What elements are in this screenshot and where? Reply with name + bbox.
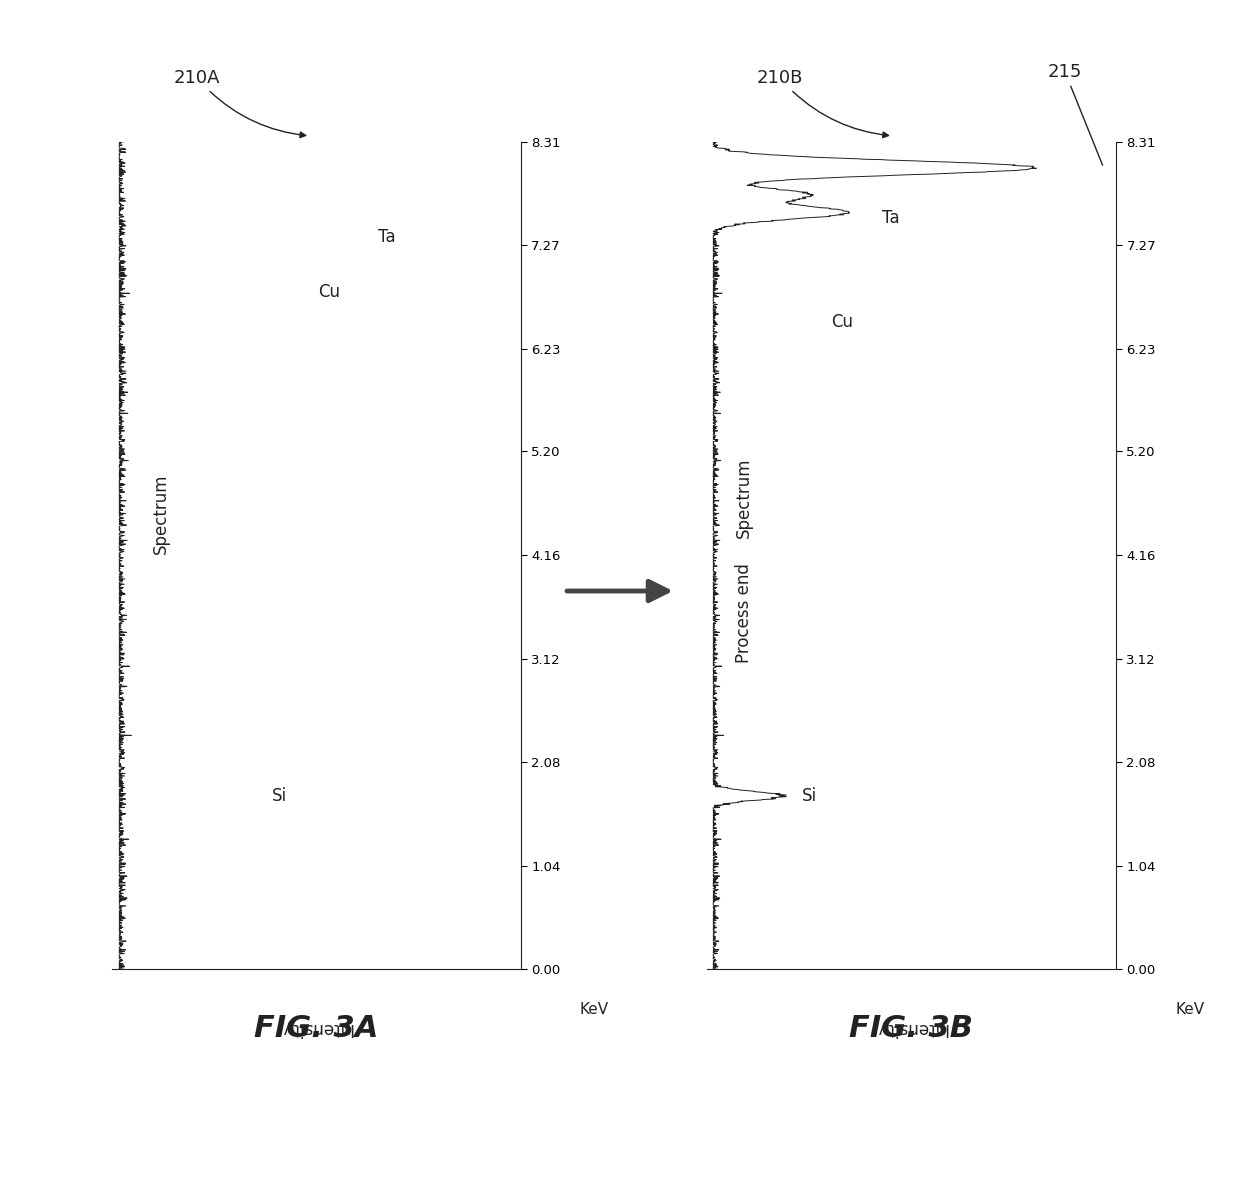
Text: KeV: KeV <box>580 1002 609 1018</box>
Text: Process end: Process end <box>734 564 753 663</box>
Text: Cu: Cu <box>831 313 853 331</box>
Text: Intensity: Intensity <box>280 1019 352 1037</box>
Text: FIG. 3A: FIG. 3A <box>254 1014 378 1043</box>
Text: Ta: Ta <box>882 208 899 227</box>
Text: KeV: KeV <box>1176 1002 1204 1018</box>
Text: FIG. 3B: FIG. 3B <box>849 1014 973 1043</box>
Text: Intensity: Intensity <box>875 1019 947 1037</box>
Text: 210B: 210B <box>756 69 889 137</box>
Text: Cu: Cu <box>319 284 341 301</box>
Text: Spectrum: Spectrum <box>151 474 170 554</box>
Text: Spectrum: Spectrum <box>734 457 753 538</box>
Text: Si: Si <box>802 787 817 805</box>
Text: 215: 215 <box>1048 63 1102 165</box>
Text: Si: Si <box>273 787 288 805</box>
Text: 210A: 210A <box>174 69 306 137</box>
Text: Ta: Ta <box>378 228 396 246</box>
